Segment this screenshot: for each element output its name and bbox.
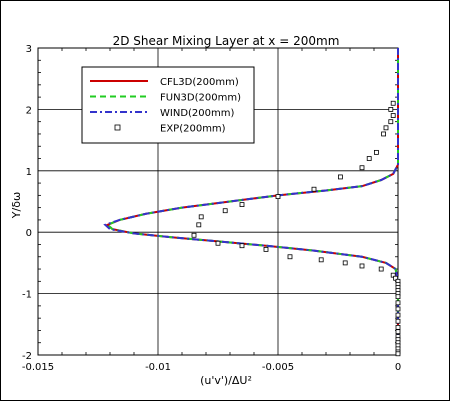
- legend-label: CFL3D(200mm): [160, 77, 239, 88]
- exp-data-point: [388, 107, 394, 112]
- exp-data-point: [395, 351, 401, 357]
- exp-data-point: [191, 232, 197, 238]
- exp-data-point: [373, 149, 379, 155]
- exp-data-point: [395, 306, 401, 312]
- chart-title: 2D Shear Mixing Layer at x = 200mm: [113, 34, 340, 48]
- exp-data-point: [239, 202, 245, 207]
- exp-data-point: [318, 257, 324, 263]
- y-tick-label: -1: [22, 290, 32, 301]
- legend: CFL3D(200mm) FUN3D(200mm) WIND(200mm) EXP(2…: [81, 66, 255, 144]
- exp-data-point: [383, 125, 389, 131]
- exp-data-point: [222, 208, 228, 214]
- exp-data-point: [390, 113, 396, 118]
- exp-data-point: [395, 318, 401, 324]
- exp-data-point: [359, 263, 365, 269]
- legend-label: EXP(200mm): [160, 124, 226, 135]
- exp-data-point: [311, 186, 317, 192]
- y-tick-label: -2: [22, 351, 32, 362]
- y-tick-label: 0: [26, 228, 32, 239]
- x-tick-label: -0.005: [262, 362, 294, 373]
- exp-data-point: [395, 312, 401, 318]
- exp-data-point: [395, 300, 401, 306]
- legend-marker: [114, 124, 121, 131]
- exp-data-point: [239, 243, 245, 249]
- exp-data-point: [287, 254, 293, 260]
- y-tick-label: 2: [26, 105, 32, 116]
- x-axis-label: (u'v')/ΔU²: [200, 374, 252, 387]
- y-tick-label: 3: [26, 44, 32, 55]
- plot-area: -0.015 -0.01 -0.005 0 -2 -1 0 1 2 3: [22, 44, 401, 373]
- exp-data-point: [337, 174, 343, 180]
- legend-box: [81, 66, 255, 144]
- exp-data-point: [342, 260, 348, 266]
- exp-data-point: [215, 240, 221, 246]
- legend-label: FUN3D(200mm): [160, 93, 241, 104]
- x-tick-label: 0: [395, 362, 401, 373]
- exp-data-point: [366, 156, 372, 161]
- y-axis-label: Y/δω: [10, 192, 23, 219]
- exp-data-point: [395, 324, 401, 330]
- y-tick-label: 1: [26, 167, 32, 178]
- exp-data-point: [390, 100, 396, 106]
- exp-data-point: [275, 194, 281, 199]
- exp-data-point: [196, 222, 202, 228]
- exp-data-point: [378, 266, 384, 272]
- exp-data-point: [263, 246, 269, 252]
- series-line-wind: [103, 48, 399, 355]
- x-tick-label: -0.01: [145, 362, 171, 373]
- exp-data-point: [359, 165, 365, 171]
- exp-data-point: [395, 294, 401, 300]
- exp-data-point: [395, 329, 401, 335]
- exp-data-point: [388, 119, 394, 125]
- x-tick-label: -0.015: [22, 362, 54, 373]
- legend-label: WIND(200mm): [160, 108, 234, 119]
- exp-data-point: [381, 131, 387, 137]
- exp-data-point: [198, 214, 204, 220]
